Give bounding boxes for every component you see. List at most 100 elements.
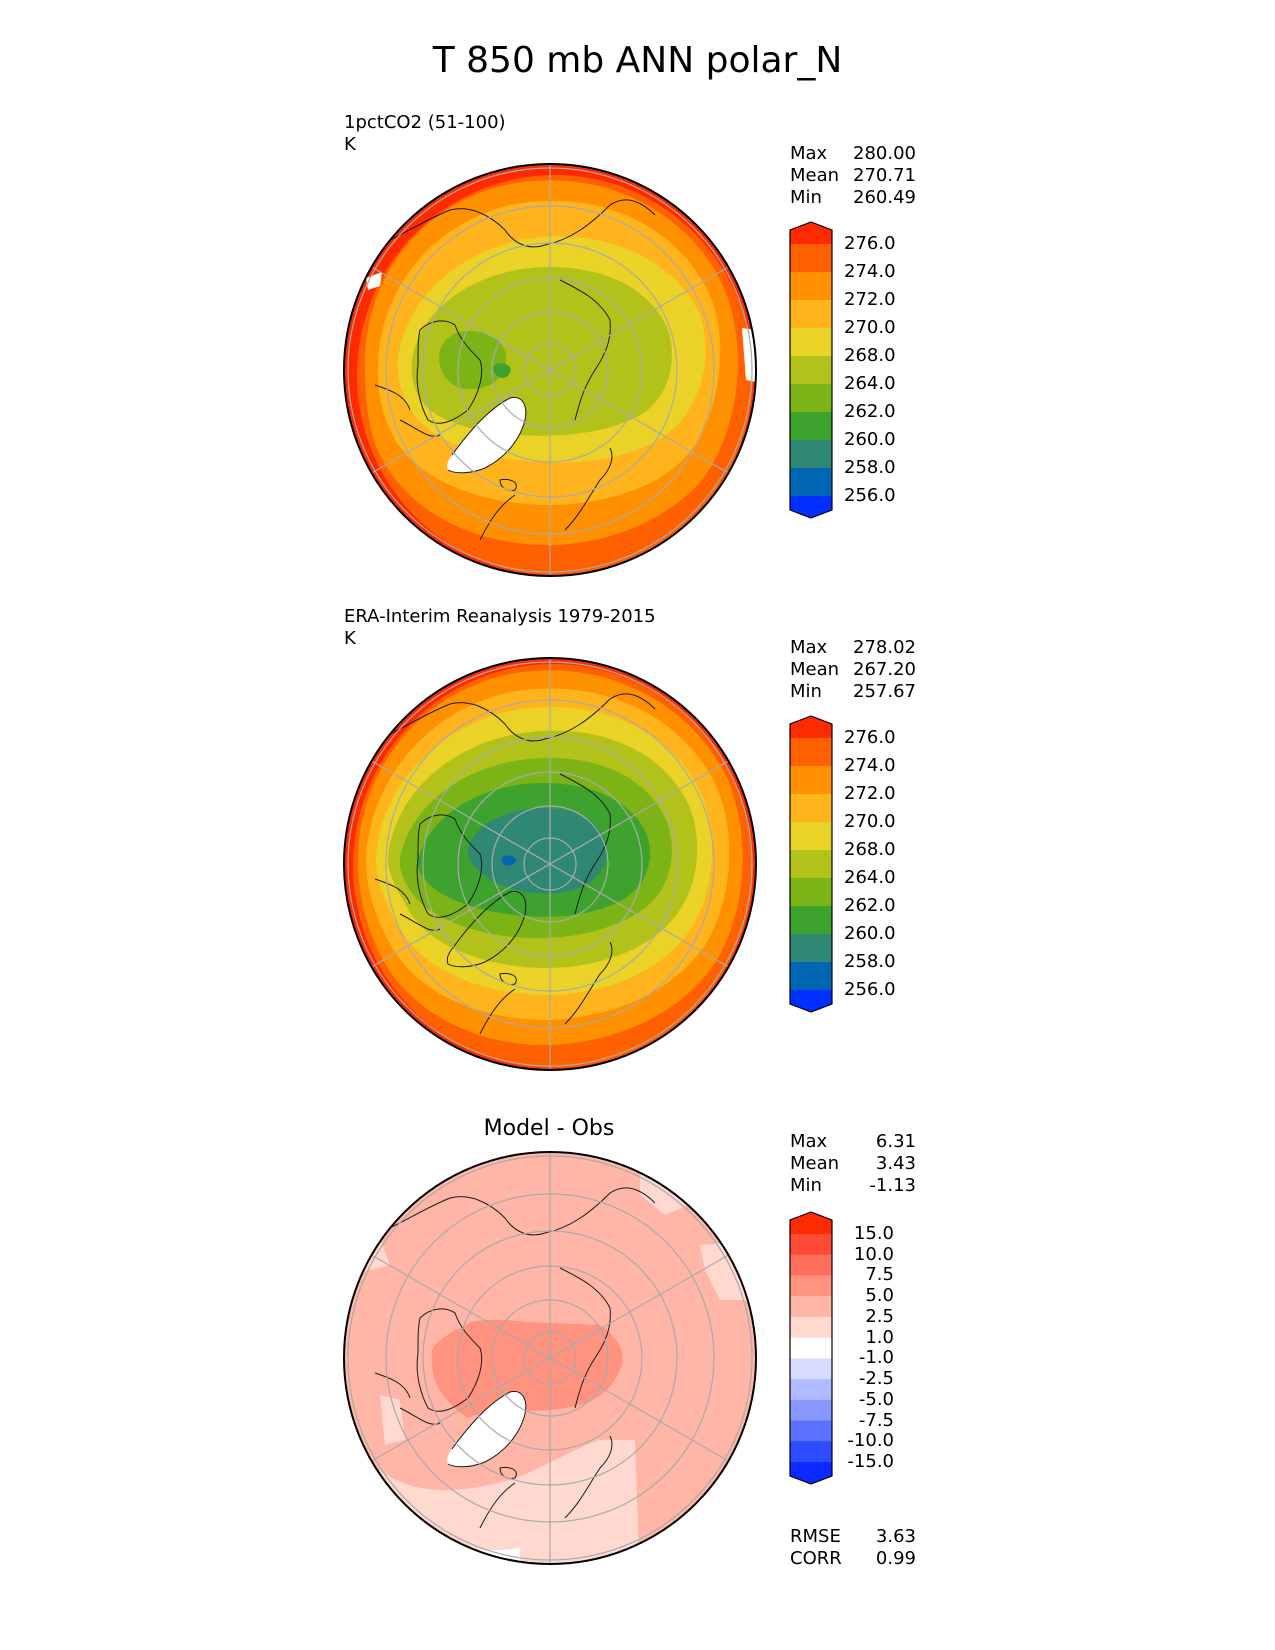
colorbar-segment — [790, 328, 832, 357]
colorbar-extend-max — [790, 222, 832, 244]
colorbar-segment — [790, 1441, 832, 1463]
field-fill-below-minus-1 — [447, 1391, 526, 1467]
missing-data-edge — [366, 272, 382, 290]
colorbar-tick-label: -10.0 — [847, 1430, 894, 1452]
colorbar-segment — [790, 412, 832, 441]
stat-min-value: 257.67 — [853, 681, 916, 702]
colorbar-segment — [790, 822, 832, 851]
stat-min-value: -1.13 — [869, 1175, 916, 1196]
colorbar-tick-label: 264.0 — [844, 867, 896, 888]
map-3-border — [343, 1151, 757, 1565]
colorbar-segment — [790, 1316, 832, 1339]
colorbar-tick-label: 264.0 — [844, 373, 896, 394]
colorbar-segment — [790, 962, 832, 991]
colorbar-tick-label: -2.5 — [858, 1368, 894, 1390]
colorbar-tick-label: -7.5 — [858, 1409, 894, 1431]
colorbar-extend-max — [790, 716, 832, 738]
colorbar-tick-label: 276.0 — [844, 727, 896, 748]
colorbar-extend-min — [790, 990, 832, 1012]
colorbar-segment — [790, 356, 832, 385]
coastlines — [374, 199, 656, 541]
colorbar-segment — [790, 1420, 832, 1442]
colorbar-tick-label: 274.0 — [844, 261, 896, 282]
colorbar-segment — [790, 384, 832, 413]
colorbar-segment — [790, 300, 832, 329]
stat-corr-value: 0.99 — [875, 1548, 916, 1569]
stat-max-value: 280.00 — [853, 143, 916, 164]
colorbar-segment — [790, 766, 832, 795]
colorbar-tick-label: 5.0 — [865, 1285, 894, 1307]
polar-map-test — [344, 164, 756, 576]
colorbar-tick-label: 258.0 — [844, 457, 896, 478]
colorbar-segment — [790, 1379, 832, 1401]
panel-1-stats: Max 280.00 Mean 270.71 Min 260.49 — [790, 143, 916, 209]
polar-map-difference — [344, 1152, 756, 1564]
map-2-border — [343, 657, 757, 1071]
coastlines — [374, 1187, 656, 1529]
colorbar-reference — [789, 715, 833, 1013]
colorbar-tick-label: 7.5 — [865, 1264, 894, 1286]
colorbar-tick-label: -5.0 — [858, 1388, 894, 1410]
stat-max-value: 6.31 — [875, 1131, 916, 1152]
colorbar-segment — [790, 1358, 832, 1380]
colorbar-outline — [789, 221, 833, 519]
stat-mean-value: 3.43 — [875, 1153, 916, 1174]
panel-3-title: Model - Obs — [483, 1116, 615, 1141]
stat-label: Mean — [790, 1153, 840, 1174]
colorbar-test — [789, 221, 833, 519]
colorbar-segment — [790, 1337, 832, 1359]
panel-2-units: K — [344, 628, 356, 649]
colorbar-segment — [790, 1234, 832, 1256]
colorbar-tick-label: 270.0 — [844, 317, 896, 338]
colorbar-tick-label: 272.0 — [844, 783, 896, 804]
colorbar-segment — [790, 1296, 832, 1318]
colorbar-tick-label: -1.0 — [858, 1347, 894, 1369]
colorbar-segment — [790, 468, 832, 497]
stat-max-value: 278.02 — [853, 637, 916, 658]
colorbar-tick-label: 274.0 — [844, 755, 896, 776]
colorbar-tick-label: 2.5 — [865, 1305, 894, 1327]
colorbar-tick-label: 260.0 — [844, 429, 896, 450]
colorbar-segment — [790, 1399, 832, 1422]
colorbar-extend-min — [790, 1462, 832, 1484]
colorbar-tick-label: 15.0 — [853, 1223, 894, 1244]
panel-1-units: K — [344, 134, 356, 155]
field-fill-262 — [439, 330, 507, 390]
colorbar-tick-label: 270.0 — [844, 811, 896, 832]
missing-data-greenland — [447, 397, 526, 473]
colorbar-segment — [790, 850, 832, 879]
panel-1-title: 1pctCO2 (51-100) — [344, 112, 506, 133]
colorbar-segment — [790, 934, 832, 963]
colorbar-tick-label: 262.0 — [844, 895, 896, 916]
colorbar-segment — [790, 1254, 832, 1276]
stat-mean-value: 270.71 — [853, 165, 916, 186]
colorbar-segment — [790, 906, 832, 935]
colorbar-segment — [790, 1275, 832, 1297]
stat-label: Min — [790, 1175, 822, 1196]
colorbar-tick-label: -15.0 — [847, 1451, 894, 1472]
colorbar-tick-label: 260.0 — [844, 923, 896, 944]
stat-label: Max — [790, 637, 828, 658]
stat-rmse-value: 3.63 — [875, 1526, 916, 1547]
field-fill-1.0-2.5 — [380, 1395, 405, 1445]
field-fill-256 — [502, 855, 516, 866]
field-fill-260 — [493, 363, 511, 378]
coastlines — [374, 693, 656, 1035]
colorbar-tick-label: 268.0 — [844, 839, 896, 860]
colorbar-tick-label: 268.0 — [844, 345, 896, 366]
graticule — [347, 164, 753, 576]
colorbar-segment — [790, 244, 832, 273]
polar-map-reference — [344, 658, 756, 1070]
panel-2-stats: Max 278.02 Mean 267.20 Min 257.67 — [790, 637, 916, 703]
colorbar-tick-label: 276.0 — [844, 233, 896, 254]
colorbar-extend-min — [790, 496, 832, 518]
colorbar-tick-label: 10.0 — [853, 1243, 894, 1265]
colorbar-segment — [790, 272, 832, 301]
colorbar-segment — [790, 878, 832, 907]
panel-2-title: ERA-Interim Reanalysis 1979-2015 — [344, 606, 656, 627]
colorbar-tick-label: 272.0 — [844, 289, 896, 310]
colorbar-tick-label: 262.0 — [844, 401, 896, 422]
stat-label: Max — [790, 143, 828, 164]
colorbar-segment — [790, 794, 832, 823]
